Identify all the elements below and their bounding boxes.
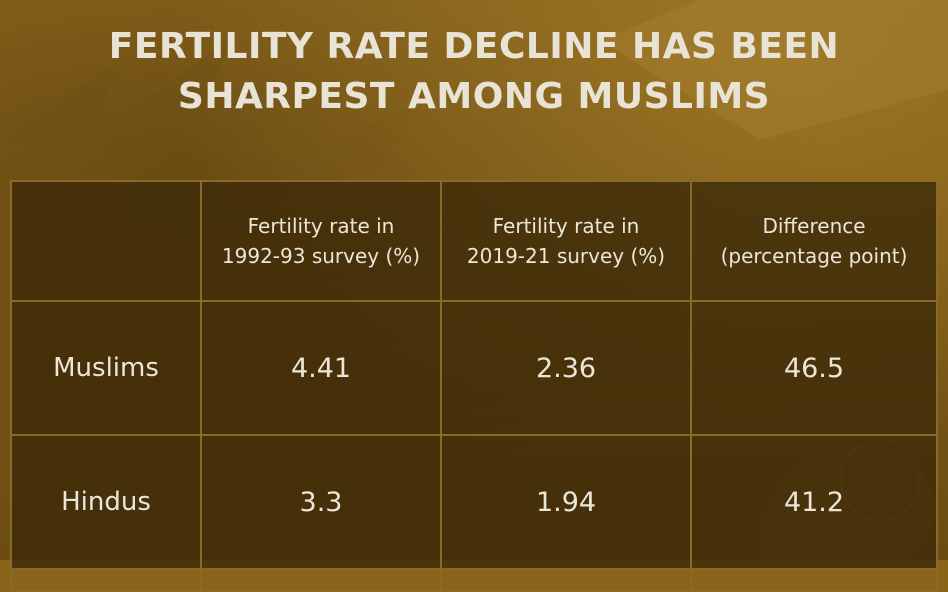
header-difference: Difference (percentage point): [690, 180, 938, 302]
table-row-partial: [10, 568, 938, 592]
header-corner-cell: [10, 180, 202, 302]
header-difference-line-2: (percentage point): [720, 244, 908, 268]
header-difference-line-1: Difference: [762, 214, 866, 238]
row-label-muslims: Muslims: [10, 300, 202, 436]
page-title: FERTILITY RATE DECLINE HAS BEEN SHARPEST…: [0, 22, 948, 122]
cell-muslims-1992: 4.41: [200, 300, 442, 436]
table-row-hindus: Hindus 3.3 1.94 41.2: [10, 434, 938, 570]
header-1992-line-1: Fertility rate in: [247, 214, 395, 238]
cell-hindus-2019: 1.94: [440, 434, 692, 570]
title-line-1: FERTILITY RATE DECLINE HAS BEEN: [108, 26, 840, 67]
partial-cell: [200, 568, 442, 592]
partial-cell: [440, 568, 692, 592]
table-row-muslims: Muslims 4.41 2.36 46.5: [10, 300, 938, 436]
table-header-row: Fertility rate in 1992-93 survey (%) Fer…: [10, 180, 938, 302]
cell-hindus-1992: 3.3: [200, 434, 442, 570]
header-1992-survey: Fertility rate in 1992-93 survey (%): [200, 180, 442, 302]
row-label-hindus: Hindus: [10, 434, 202, 570]
cell-muslims-2019: 2.36: [440, 300, 692, 436]
cell-hindus-difference: 41.2: [690, 434, 938, 570]
data-table-container: Fertility rate in 1992-93 survey (%) Fer…: [10, 180, 938, 592]
header-2019-line-1: Fertility rate in: [492, 214, 640, 238]
header-2019-survey: Fertility rate in 2019-21 survey (%): [440, 180, 692, 302]
header-2019-line-2: 2019-21 survey (%): [466, 244, 666, 268]
cell-muslims-difference: 46.5: [690, 300, 938, 436]
partial-cell: [10, 568, 202, 592]
header-1992-line-2: 1992-93 survey (%): [221, 244, 421, 268]
partial-cell: [690, 568, 938, 592]
fertility-table: Fertility rate in 1992-93 survey (%) Fer…: [10, 180, 938, 592]
title-line-2: SHARPEST AMONG MUSLIMS: [177, 76, 771, 117]
